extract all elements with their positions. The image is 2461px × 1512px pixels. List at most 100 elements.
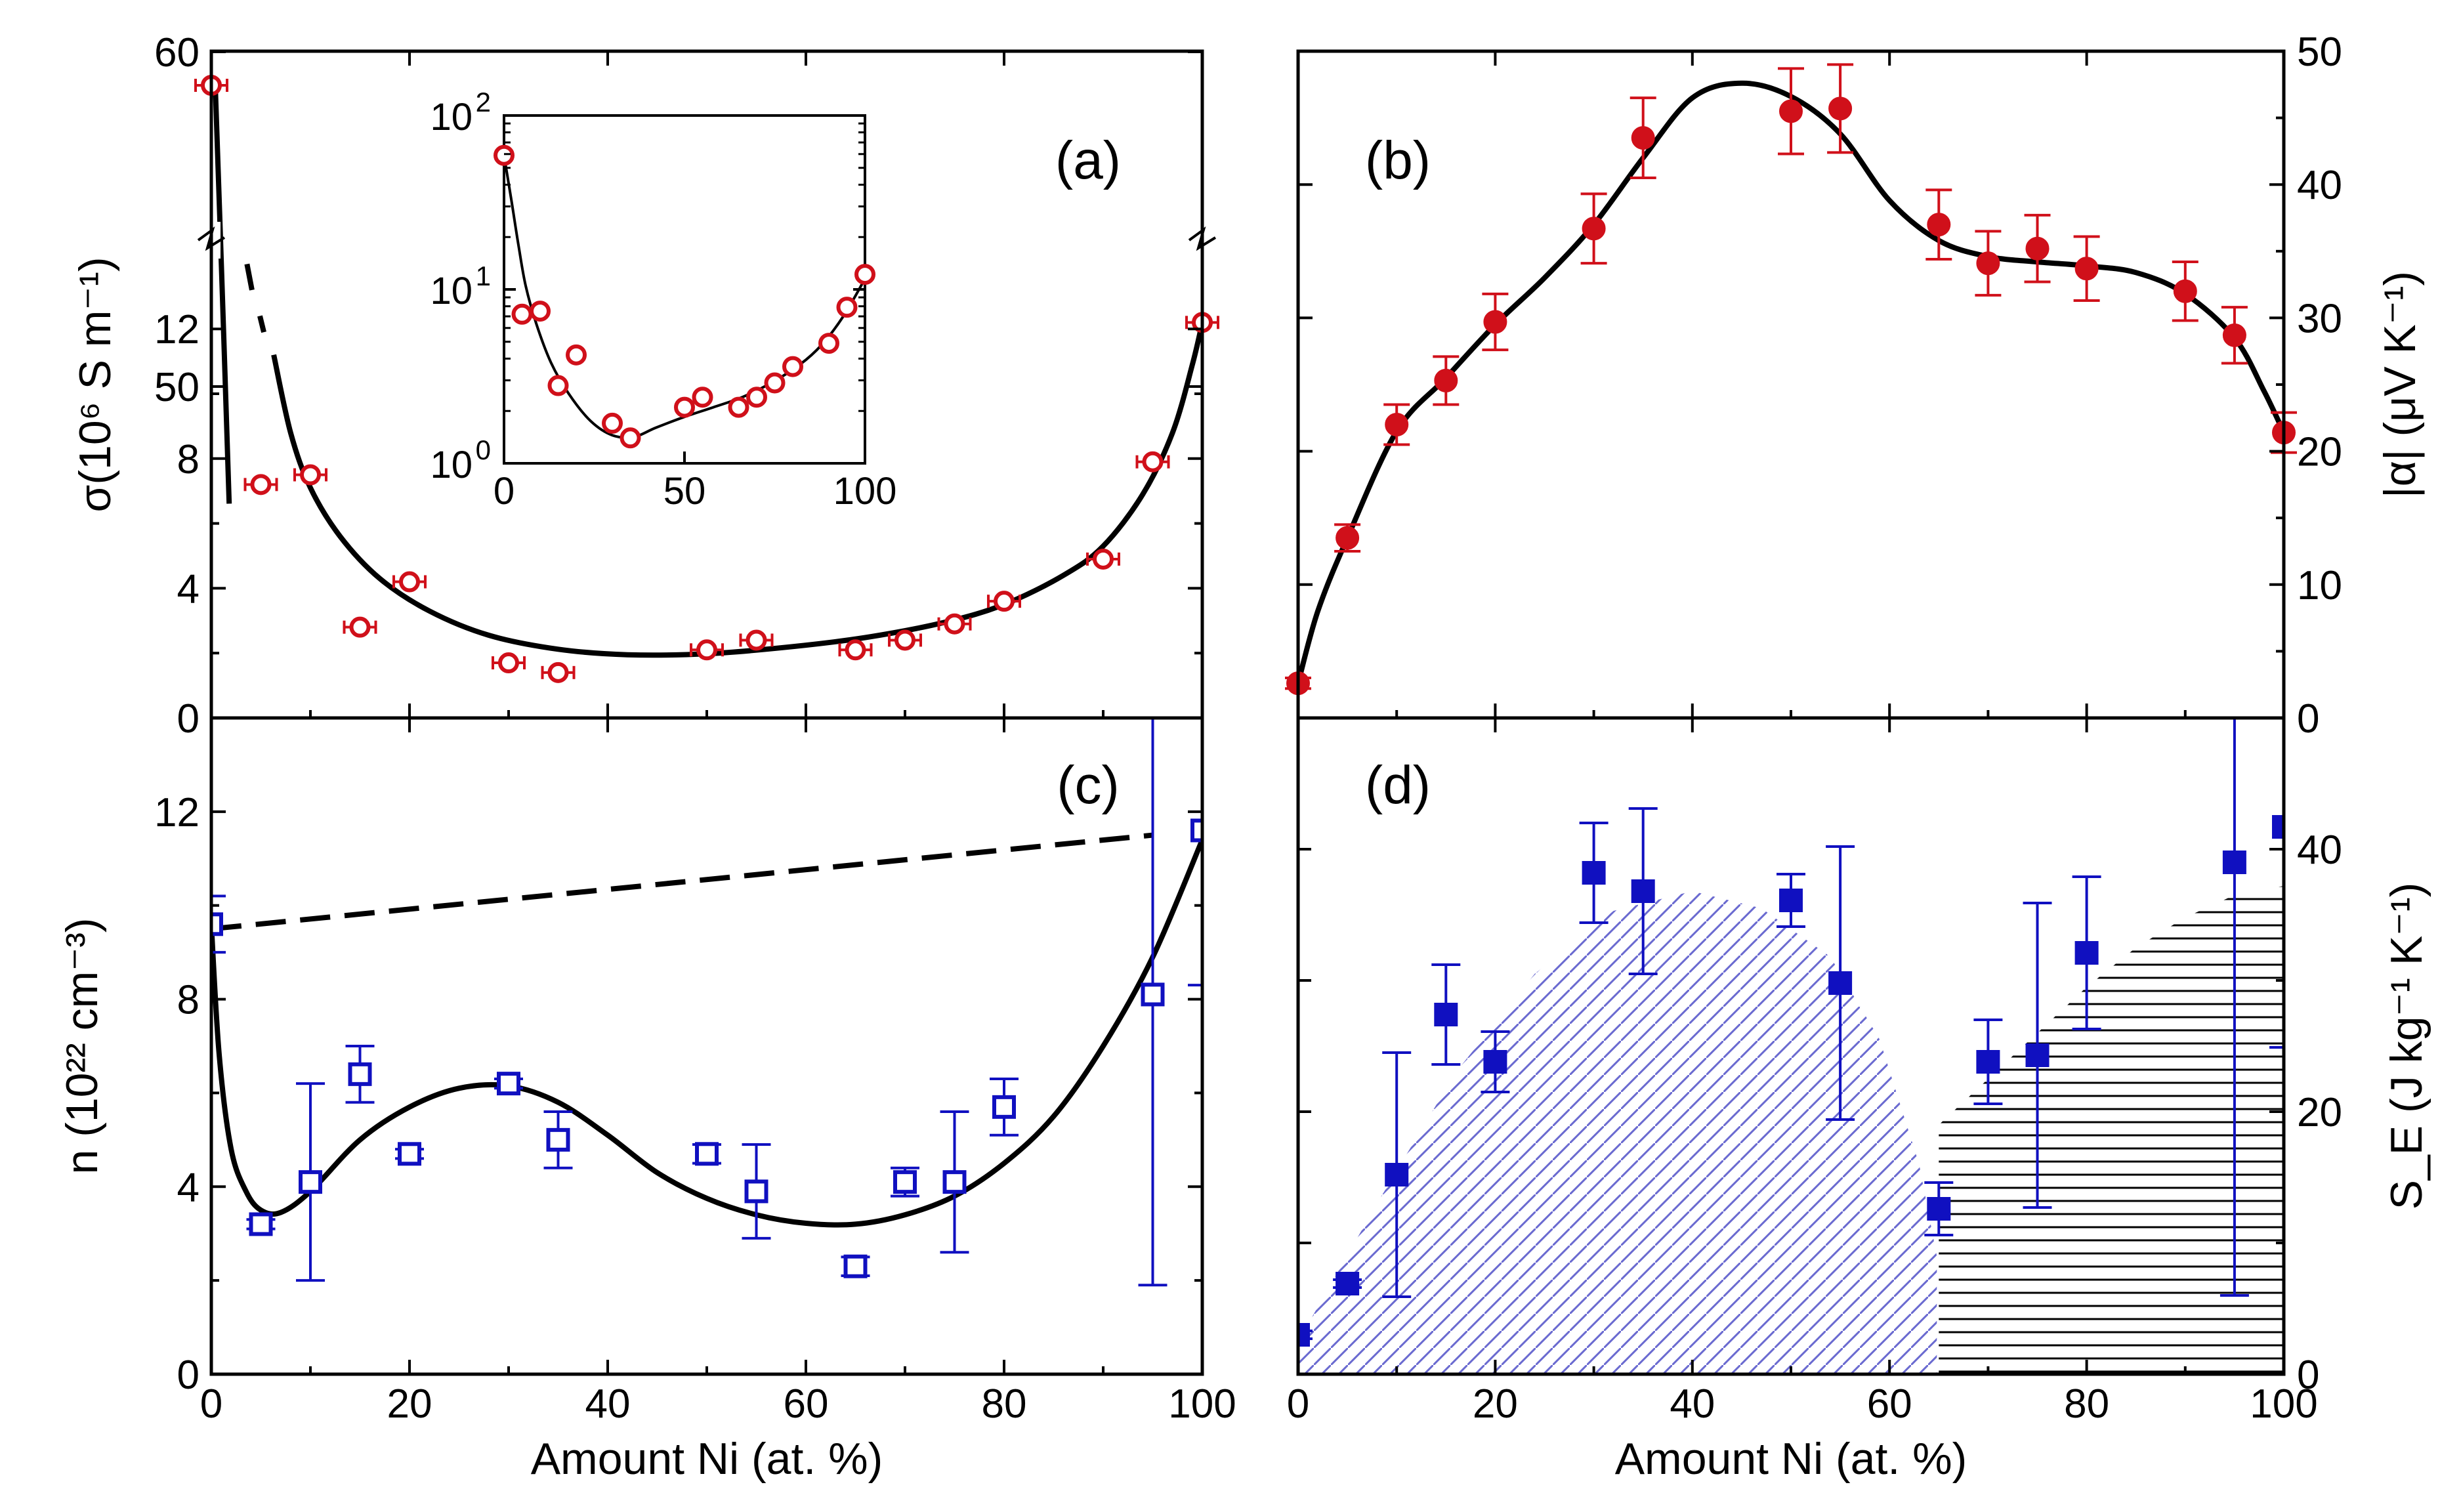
data-point [211,912,223,936]
inset-y-tick-label: 10 [430,96,473,138]
data-point [1828,971,1853,995]
data-point [299,1170,322,1194]
data-point [2025,1043,2050,1067]
inset-y-tick-label: 10 [430,270,473,312]
y-tick-label: 4 [177,566,200,612]
y-tick-label: 8 [177,437,200,482]
inset-data-point [692,387,713,408]
data-point [994,591,1015,612]
y-tick-label: 0 [177,696,200,742]
x-tick-label: 40 [1670,1381,1715,1427]
inset-data-point [782,356,803,377]
y-tick-label: 40 [2297,163,2342,208]
fit-curve [211,839,1202,1228]
x-tick-label: 60 [1867,1381,1912,1427]
inset-data-point [854,264,875,285]
x-tick-label: 60 [784,1381,829,1427]
data-point [546,1127,570,1152]
y-tick-label: 20 [2297,430,2342,475]
inset-data-point [728,396,749,418]
data-point [349,616,371,638]
data-point [1483,310,1507,334]
data-point [992,1095,1016,1119]
inset-data-point [547,375,569,396]
x-tick-label: 80 [2064,1381,2109,1427]
data-point [1927,1197,1951,1221]
x-axis-label: Amount Ni (at. %) [1615,1434,1967,1484]
data-point [1828,96,1853,121]
panel-label: (d) [1365,755,1431,815]
data-point [547,662,569,683]
fit-curve-upper [213,85,232,504]
data-point [1976,251,2000,276]
data-point [1385,412,1409,436]
inset-data-point [746,387,767,408]
data-point [1779,99,1803,123]
inset-data-point [764,372,786,394]
x-tick-label: 20 [387,1381,432,1427]
data-point [1631,126,1655,150]
inset-data-point [836,297,858,318]
data-point [1582,861,1606,885]
data-point [399,571,420,593]
data-point [249,1212,273,1236]
y-tick-label: 12 [154,307,200,352]
data-point [1190,818,1202,843]
inset-y-tick-exponent: 1 [476,261,491,291]
x-tick-label: 0 [200,1381,222,1427]
data-point [1582,217,1606,241]
data-point [2173,279,2197,303]
data-point [942,1170,967,1194]
data-point [744,1179,768,1204]
y-tick-label: 4 [177,1165,200,1210]
inset-data-point [818,333,839,354]
y-tick-label: 0 [2297,1353,2319,1398]
inset-x-tick-label: 50 [663,470,706,513]
y-tick-label: 50 [154,365,200,410]
hatched-region-black [1939,886,2284,1374]
fit-curve [271,322,1202,658]
data-point [498,652,519,674]
left-frame [209,49,1204,1376]
plot-area [1298,718,2284,1374]
data-point [1093,548,1114,570]
y-tick-label: 12 [154,790,200,835]
data-point [695,1142,719,1166]
data-point [1483,1050,1507,1074]
y-tick-label: 40 [2297,828,2342,873]
data-point [944,613,965,635]
x-axis-label: Amount Ni (at. %) [531,1434,883,1484]
data-point [250,474,272,495]
reference-dashed-line [211,832,1153,932]
fit-curve-dash [244,263,266,333]
data-point [1385,1163,1409,1186]
y-tick-label: 0 [177,1353,200,1398]
hatched-region-blue [1298,891,1937,1374]
y-tick-label: 0 [2297,696,2319,742]
inset-y-tick-exponent: 2 [476,87,491,117]
x-tick-label: 100 [1168,1381,1236,1427]
data-point [893,1170,917,1194]
y-axis-label: σ(10⁶ S m⁻¹) [70,257,120,512]
y-tick-label: 10 [2297,563,2342,608]
fit-curve-group [213,85,1202,658]
y-tick-label: 50 [2297,30,2342,75]
inset-y-tick-exponent: 0 [476,434,491,465]
inset-x-tick-label: 0 [494,470,515,513]
y-tick-label: 60 [154,30,200,75]
inset-data-point [620,427,641,449]
data-point [398,1142,421,1166]
data-point [1434,368,1458,392]
panel-c: 0 20 40 60 80 100 0 4 8 12 Amount Ni (at. %) n (10²… [57,718,1236,1484]
y-tick-label: 30 [2297,296,2342,341]
fit-curve [1295,80,2286,684]
data-point [2222,323,2246,347]
inset-x-tick-label: 100 [833,470,897,513]
data-point [894,629,915,651]
inset-data-point [511,303,533,325]
x-tick-label: 40 [585,1381,631,1427]
plot-area [211,718,1202,1287]
